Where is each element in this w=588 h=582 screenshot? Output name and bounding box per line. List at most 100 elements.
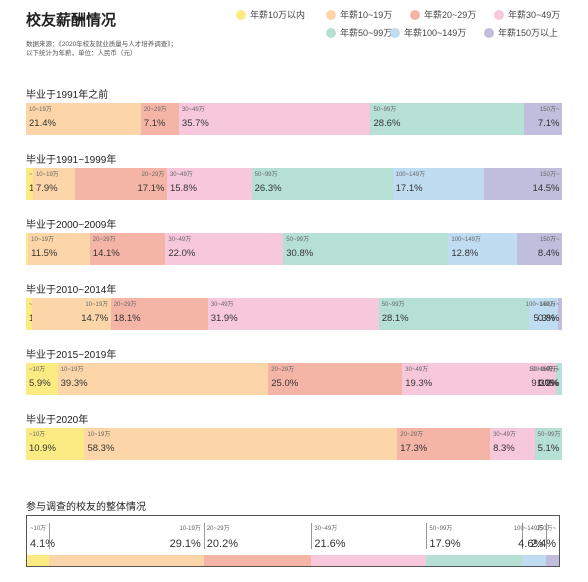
overall-divider (203, 523, 205, 549)
bar-segment: 30~49万 15.8% (166, 168, 253, 200)
overall-value-label: 4.6% (518, 538, 544, 550)
segment-range-label: 10~19万 (85, 302, 109, 308)
segment-range-label: 50~99万 (537, 432, 561, 438)
segment-range-label: 20~29万 (271, 367, 295, 373)
segment-value-label: 7.9% (35, 183, 58, 194)
segment-value-label: 7.1% (537, 118, 560, 129)
segment-range-label: ~10万 (29, 432, 46, 438)
segment-value-label: 14.7% (81, 313, 109, 324)
segment-range-label: 100~149万 (395, 172, 426, 178)
segment-range-label: 30~49万 (210, 302, 234, 308)
overall-segment (48, 555, 205, 566)
segment-range-label: 50~99万 (381, 302, 405, 308)
cohort-title: 毕业于2010~2014年 (26, 285, 117, 296)
overall-range-label: 100~149万 (513, 526, 544, 532)
bar-segment: 100~149万 17.1% (392, 168, 485, 200)
overall-segment (203, 555, 312, 566)
legend-swatch (326, 9, 336, 20)
overall-range-label: 10-19万 (179, 526, 201, 532)
segment-value-label: 8.4% (537, 248, 560, 259)
overall-value-label: 29.1% (169, 538, 201, 550)
overall-range-label: 30~49万 (314, 526, 338, 532)
segment-value-label: 31.9% (210, 313, 238, 324)
segment-value-label: 25.0% (271, 378, 299, 389)
legend-swatch (494, 9, 504, 20)
legend-item: 年薪50~99万 (326, 26, 392, 39)
cohort-title: 毕业于1991年之前 (26, 90, 109, 101)
legend-swatch (236, 9, 246, 20)
bar-segment: ~10万 5.9% (26, 363, 59, 395)
legend-swatch (390, 27, 400, 38)
bar-segment: 30~49万 22.0% (165, 233, 284, 265)
segment-value-label: 0.8% (537, 313, 560, 324)
segment-value-label: 14.5% (532, 183, 560, 194)
overall-value-label: 4.1% (30, 538, 56, 550)
segment-value-label: 17.1% (395, 183, 423, 194)
segment-value-label: 12.8% (451, 248, 479, 259)
bar-segment: 20~29万 17.1% (75, 168, 168, 200)
overall-segment (311, 555, 427, 566)
overall-range-label: 150万~ (536, 526, 556, 532)
bar-segment: 50~99万 5.1% (534, 428, 563, 460)
legend-item: 年薪100~149万 (390, 26, 466, 39)
legend-label: 年薪50~99万 (340, 28, 393, 38)
unit-note-line: 以下统计为年薪，单位：人民币（元） (26, 50, 137, 57)
legend-label: 年薪10万以内 (250, 10, 306, 20)
cohort-title: 毕业于2015~2019年 (26, 350, 117, 361)
segment-range-label: 50~99万 (254, 172, 278, 178)
cohort-title: 毕业于2000~2009年 (26, 220, 117, 231)
segment-value-label: 30.8% (286, 248, 314, 259)
overall-value-label: 21.6% (314, 538, 346, 550)
segment-range-label: 50~99万 (530, 367, 554, 373)
segment-value-label: 5.3% (533, 313, 556, 324)
segment-range-label: 20~29万 (400, 432, 424, 438)
segment-value-label: 17.1% (137, 183, 165, 194)
segment-range-label: 150万~ (539, 107, 560, 113)
bar-segment: 10~19万 7.9% (32, 168, 76, 200)
cohort-title: 毕业于2020年 (26, 415, 89, 426)
legend-swatch (484, 27, 494, 38)
stacked-bar: ~10万1.1%10~19万14.7%20~29万18.1%30~49万31.9… (26, 298, 563, 330)
data-source-line: 数据来源：《2020年校友就业质量与人才培养调查》； (26, 41, 177, 48)
legend-label: 年薪10~19万 (340, 10, 393, 20)
segment-range-label: 10~19万 (60, 367, 84, 373)
overall-divider (311, 523, 313, 549)
bar-segment: 20~29万 17.3% (397, 428, 491, 460)
bar-segment: 30~49万 35.7% (178, 103, 371, 135)
segment-value-label: 18.1% (113, 313, 141, 324)
bar-segment: 20~29万 14.1% (89, 233, 166, 265)
bar-segment: 20~29万 25.0% (268, 363, 403, 395)
segment-range-label: 100~149万 (528, 367, 559, 373)
segment-range-label: 150万~ (539, 237, 560, 243)
overall-range-label: 50~99万 (429, 526, 453, 532)
overall-divider (521, 523, 523, 549)
segment-range-label: 20~29万 (143, 107, 167, 113)
segment-value-label: 28.1% (381, 313, 409, 324)
bar-segment: 150万~ 14.5% (484, 168, 563, 200)
segment-range-label: 100~149万 (525, 302, 556, 308)
segment-value-label: 26.3% (254, 183, 282, 194)
segment-range-label: 100~149万 (451, 237, 481, 243)
bar-segment: 100~149万 1.0% (529, 363, 562, 395)
overall-value-label: 2.4% (530, 538, 556, 550)
segment-range-label: 10~19万 (87, 432, 111, 438)
bar-segment: 50~99万 28.1% (378, 298, 530, 330)
segment-range-label: ~10万 (29, 367, 46, 373)
overall-summary: 参与调查的校友的整体情况 ~10万 4.1% 10-19万 29.1% 20~29万 20… (0, 498, 588, 582)
segment-value-label: 39.3% (60, 378, 88, 389)
bar-segment: 30~49万 31.9% (207, 298, 380, 330)
segment-value-label: 21.4% (29, 118, 56, 129)
segment-value-label: 5.9% (29, 378, 51, 389)
segment-value-label: 9.3% (531, 378, 554, 389)
bar-segment: 150万~ 7.1% (523, 103, 563, 135)
overall-segment (27, 555, 50, 566)
overall-divider (426, 523, 428, 549)
bar-segment: 30~49万 19.3% (402, 363, 507, 395)
segment-value-label: 14.1% (92, 248, 120, 259)
legend-label: 年薪20~29万 (424, 10, 477, 20)
segment-range-label: 20~29万 (92, 237, 116, 243)
legend-swatch (326, 27, 336, 38)
segment-range-label: 10~19万 (31, 237, 54, 243)
legend-item: 年薪30~49万 (494, 8, 560, 21)
segment-range-label: 150万~ (539, 172, 560, 178)
